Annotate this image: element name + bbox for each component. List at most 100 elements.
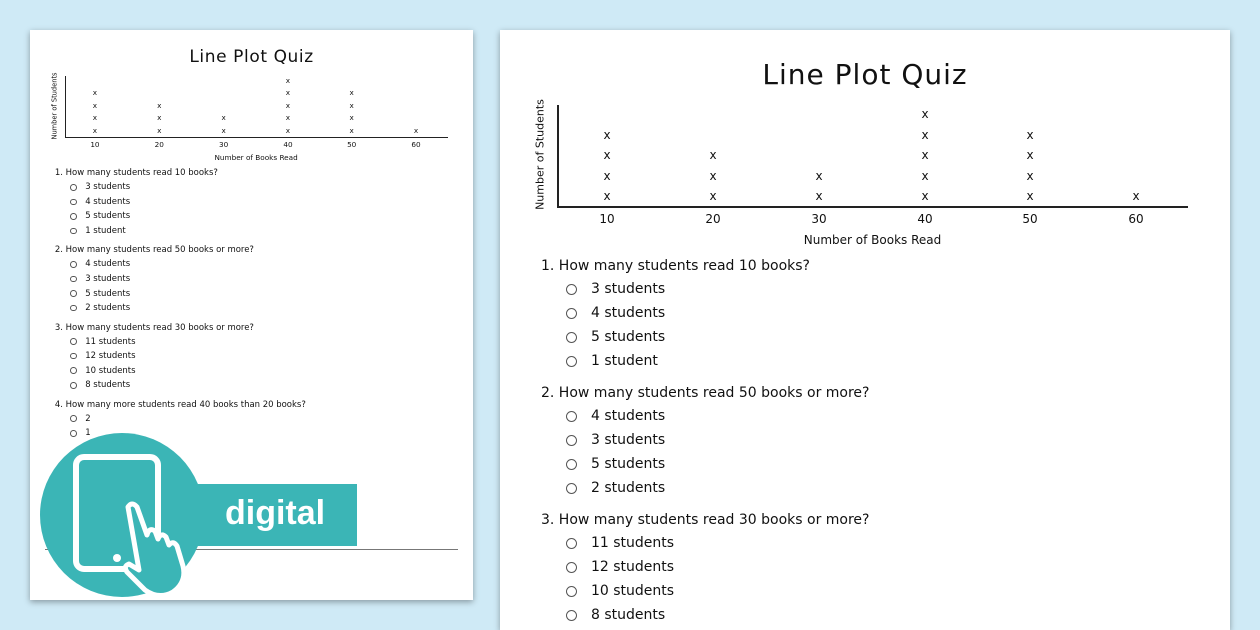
plot-mark-x: x: [221, 125, 226, 135]
radio-button[interactable]: [566, 307, 577, 319]
tablet-touch-icon: [40, 433, 204, 597]
x-axis: [64, 136, 448, 139]
radio-button[interactable]: [70, 227, 77, 235]
answer-option[interactable]: 5 students: [566, 456, 665, 472]
plot-mark-x: x: [157, 125, 162, 135]
radio-button[interactable]: [566, 355, 577, 367]
plot-mark-x: x: [709, 148, 717, 162]
radio-button[interactable]: [566, 585, 577, 597]
radio-button[interactable]: [566, 609, 577, 621]
option-label: 2: [85, 413, 91, 424]
answer-option[interactable]: 1: [70, 428, 91, 438]
plot-mark-x: x: [815, 168, 823, 183]
answer-option[interactable]: 5 students: [566, 329, 665, 345]
plot-mark-x: x: [285, 125, 291, 135]
plot-mark-x: x: [221, 113, 226, 123]
answer-option[interactable]: 12 students: [70, 351, 136, 361]
x-tick-label: 20: [705, 212, 721, 226]
radio-button[interactable]: [70, 415, 77, 422]
answer-option[interactable]: 4 students: [566, 305, 665, 321]
radio-button[interactable]: [70, 198, 77, 206]
plot-mark-x: x: [1026, 127, 1034, 142]
plot-mark-x: x: [1026, 168, 1034, 183]
answer-option[interactable]: 1 student: [70, 226, 126, 236]
plot-mark-x: x: [157, 100, 162, 110]
radio-button[interactable]: [70, 429, 77, 437]
radio-button[interactable]: [70, 304, 77, 312]
radio-button[interactable]: [70, 381, 77, 389]
radio-button[interactable]: [566, 283, 577, 295]
answer-option[interactable]: 11 students: [566, 535, 674, 551]
plot-mark-x: x: [349, 113, 354, 123]
plot-mark-x: x: [92, 113, 98, 123]
answer-option[interactable]: 4 students: [70, 197, 130, 207]
digital-badge: digital: [195, 484, 357, 546]
radio-button[interactable]: [70, 352, 77, 360]
plot-mark-x: x: [349, 125, 354, 135]
radio-button[interactable]: [566, 561, 577, 573]
answer-option[interactable]: 4 students: [566, 408, 665, 424]
plot-mark-x: x: [1026, 148, 1034, 162]
x-tick-label: 40: [917, 212, 933, 226]
x-tick-label: 50: [347, 140, 357, 150]
x-tick-label: 30: [218, 140, 229, 150]
y-axis-label: Number of Students: [50, 72, 59, 140]
radio-button[interactable]: [566, 410, 577, 422]
answer-option[interactable]: 2 students: [70, 303, 130, 313]
answer-option[interactable]: 8 students: [566, 607, 665, 623]
worksheet-title: Line Plot Quiz: [189, 46, 314, 67]
answer-option[interactable]: 2 students: [566, 480, 665, 496]
radio-button[interactable]: [70, 261, 77, 268]
plot-mark-x: x: [921, 189, 929, 203]
x-axis-label: Number of Books Read: [803, 233, 942, 247]
x-tick-label: 40: [283, 140, 293, 150]
option-label: 8 students: [85, 380, 131, 391]
answer-option[interactable]: 5 students: [70, 289, 130, 299]
option-label: 5 students: [85, 288, 131, 299]
radio-button[interactable]: [566, 458, 577, 470]
option-label: 2 students: [85, 303, 131, 314]
radio-button[interactable]: [566, 331, 577, 343]
option-label: 3 students: [591, 281, 666, 297]
answer-option[interactable]: 8 students: [70, 380, 130, 390]
question-3: 3. How many students read 30 books or mo…: [541, 512, 870, 528]
radio-button[interactable]: [70, 184, 77, 191]
radio-button[interactable]: [70, 290, 77, 297]
radio-button[interactable]: [70, 213, 77, 220]
option-label: 10 students: [85, 365, 136, 376]
worksheet-title: Line Plot Quiz: [762, 58, 968, 91]
radio-button[interactable]: [566, 434, 577, 446]
option-label: 4 students: [85, 196, 131, 207]
plot-mark-x: x: [157, 113, 162, 123]
answer-option[interactable]: 3 students: [566, 432, 665, 448]
plot-mark-x: x: [1132, 189, 1140, 203]
answer-option[interactable]: 10 students: [70, 366, 136, 376]
answer-option[interactable]: 3 students: [566, 281, 665, 297]
plot-mark-x: x: [92, 88, 98, 98]
answer-option[interactable]: 5 students: [70, 211, 130, 221]
answer-option[interactable]: 11 students: [70, 337, 136, 347]
answer-option[interactable]: 3 students: [70, 274, 130, 284]
question-2: 2. How many students read 50 books or mo…: [54, 245, 254, 256]
radio-button[interactable]: [70, 367, 77, 374]
option-label: 3 students: [85, 182, 131, 193]
answer-option[interactable]: 4 students: [70, 259, 130, 269]
answer-option[interactable]: 12 students: [566, 559, 674, 575]
radio-button[interactable]: [70, 275, 77, 283]
option-label: 10 students: [591, 583, 675, 599]
plot-mark-x: x: [285, 100, 291, 110]
answer-option[interactable]: 10 students: [566, 583, 674, 599]
x-tick-label: 60: [411, 140, 421, 150]
answer-option[interactable]: 3 students: [70, 182, 130, 192]
plot-mark-x: x: [349, 88, 354, 98]
answer-option[interactable]: 2: [70, 414, 91, 424]
option-label: 4 students: [591, 305, 666, 321]
radio-button[interactable]: [70, 338, 77, 345]
option-label: 11 students: [591, 535, 675, 551]
radio-button[interactable]: [566, 537, 577, 549]
plot-mark-x: x: [285, 113, 291, 123]
plot-mark-x: x: [709, 189, 717, 203]
answer-option[interactable]: 1 student: [566, 353, 658, 369]
radio-button[interactable]: [566, 482, 577, 494]
plot-mark-x: x: [413, 125, 419, 135]
